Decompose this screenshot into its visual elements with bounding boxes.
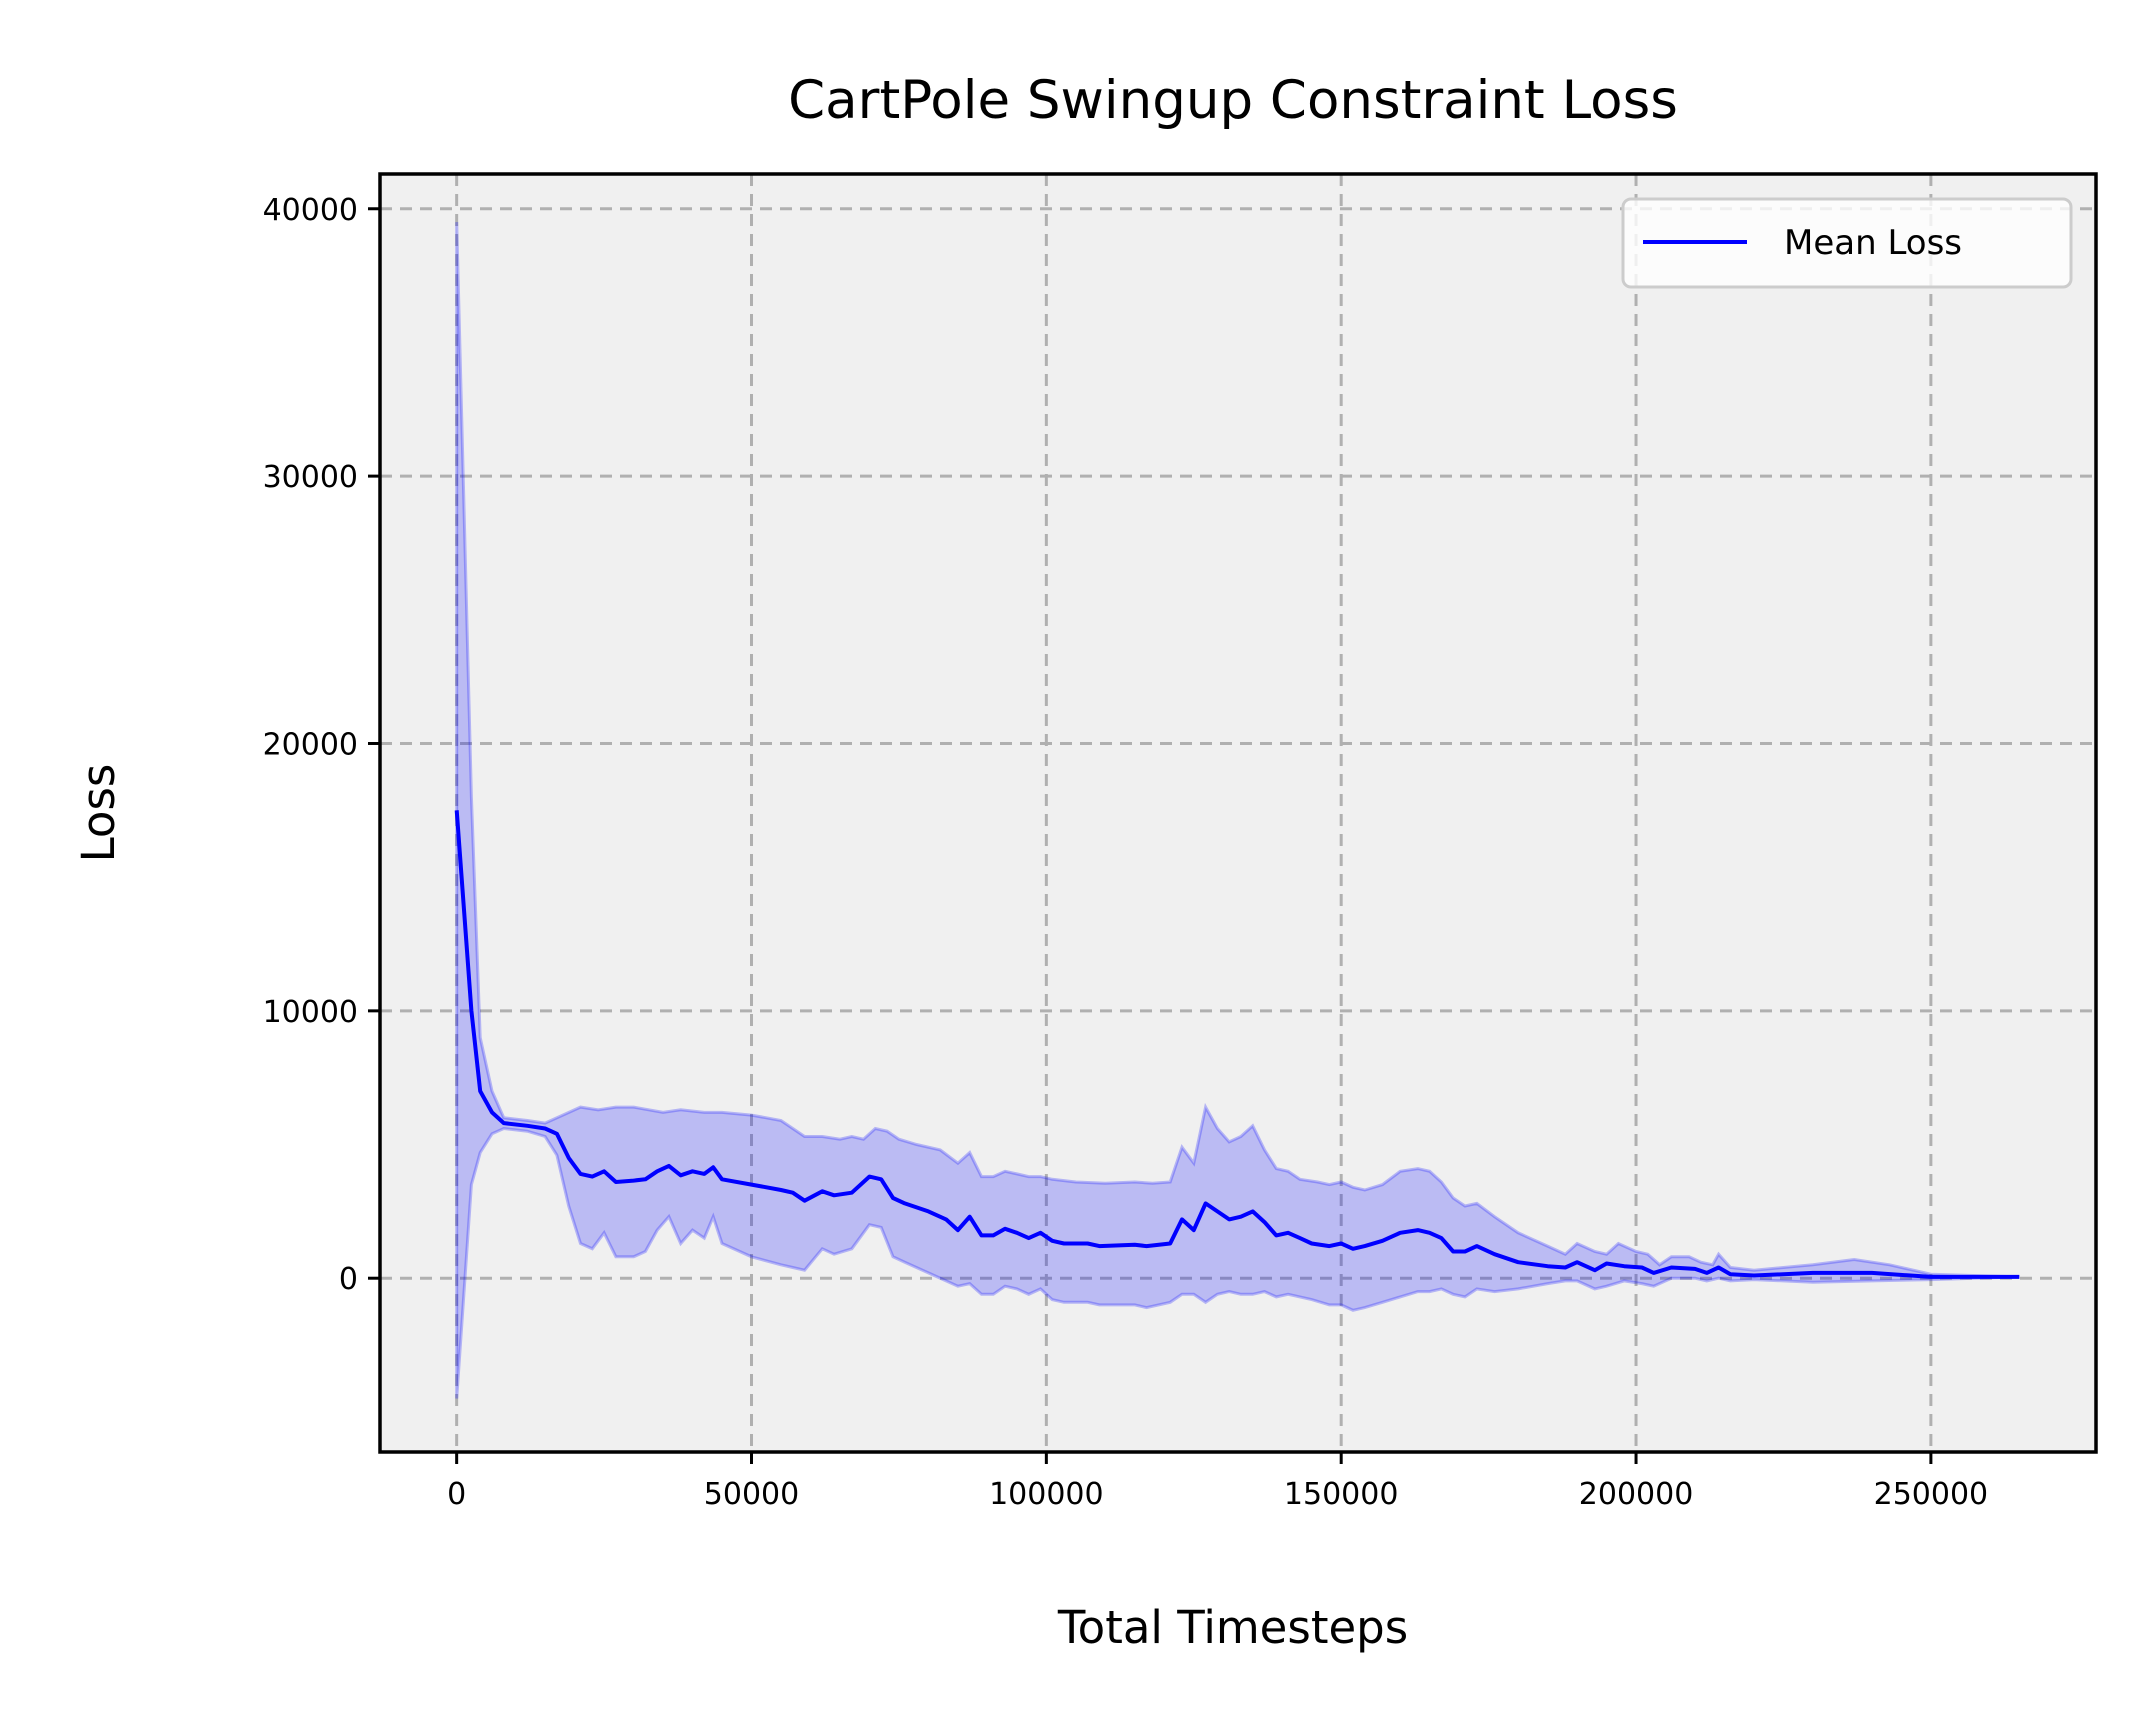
legend: Mean Loss xyxy=(1621,197,2073,289)
x-tick-label: 250000 xyxy=(1874,1477,1989,1512)
y-tick-label: 40000 xyxy=(263,193,358,228)
legend-box xyxy=(1621,197,2073,289)
y-axis-label: Loss xyxy=(72,764,125,863)
y-axis: 0 10000 20000 30000 40000 xyxy=(263,193,380,1297)
plot-area xyxy=(380,174,2096,1452)
line-layer xyxy=(454,810,2020,1279)
x-tick-label: 100000 xyxy=(989,1477,1104,1512)
legend-label: Mean Loss xyxy=(1784,223,1962,263)
x-tick-label: 0 xyxy=(447,1477,466,1512)
y-tick-label: 0 xyxy=(339,1262,358,1297)
x-tick-label: 200000 xyxy=(1579,1477,1694,1512)
chart-title: CartPole Swingup Constraint Loss xyxy=(788,70,1678,131)
mean-loss-line xyxy=(454,810,2020,1279)
plot-frame xyxy=(378,172,2098,1454)
y-tick-label: 20000 xyxy=(263,727,358,762)
y-tick-label: 10000 xyxy=(263,995,358,1030)
x-axis: 0 50000 100000 150000 200000 250000 xyxy=(447,1452,1988,1512)
x-axis-label: Total Timesteps xyxy=(1057,1601,1408,1654)
y-tick-label: 30000 xyxy=(263,460,358,495)
x-tick-label: 50000 xyxy=(704,1477,799,1512)
band-layer xyxy=(455,222,2020,1399)
confidence-band xyxy=(455,222,2020,1399)
x-tick-label: 150000 xyxy=(1284,1477,1399,1512)
